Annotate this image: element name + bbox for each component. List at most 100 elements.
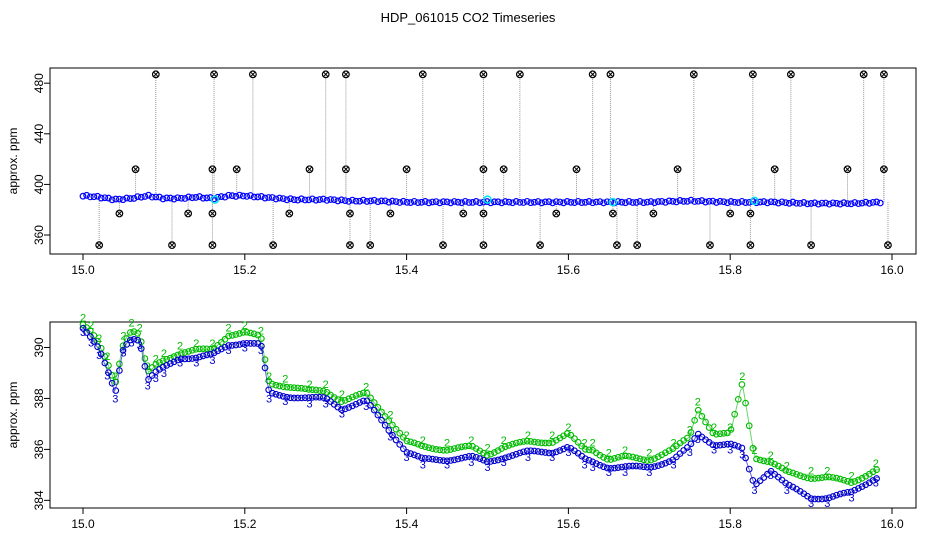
baseline-point bbox=[807, 200, 815, 207]
series-point-2 bbox=[279, 383, 287, 390]
series-point-3 bbox=[97, 350, 105, 358]
outlier-point bbox=[342, 70, 350, 79]
y-tick-label: 390 bbox=[32, 337, 46, 357]
outlier-ring bbox=[552, 209, 561, 218]
outlier-cross bbox=[343, 166, 349, 172]
outlier-point bbox=[748, 70, 757, 79]
series-point-3 bbox=[94, 343, 101, 351]
series-point-2 bbox=[501, 443, 509, 451]
series-point-3 bbox=[534, 448, 542, 455]
baseline-point bbox=[83, 191, 91, 199]
outlier-point bbox=[342, 165, 350, 174]
series-point-3 bbox=[847, 488, 855, 496]
baseline-point bbox=[851, 199, 859, 206]
x-tick-label: 15.0 bbox=[71, 263, 95, 277]
series-point-2 bbox=[720, 429, 728, 437]
series-point-3 bbox=[785, 481, 793, 489]
series-marker-label: 2 bbox=[306, 379, 312, 391]
baseline-point bbox=[418, 198, 425, 206]
series-point-2 bbox=[516, 438, 524, 446]
baseline-point bbox=[272, 195, 280, 203]
series-point-3 bbox=[458, 454, 465, 462]
baseline-point bbox=[185, 193, 192, 201]
cyan-point bbox=[750, 196, 759, 206]
baseline-point bbox=[643, 198, 651, 206]
series-point-3 bbox=[782, 479, 789, 487]
y-tick-label: 360 bbox=[32, 225, 46, 245]
series-point-2 bbox=[207, 345, 214, 353]
baseline-point bbox=[450, 198, 458, 205]
series-point-3 bbox=[116, 367, 123, 374]
series-point-3 bbox=[86, 333, 94, 340]
series-point-3 bbox=[352, 400, 360, 408]
outlier-ring bbox=[321, 70, 330, 79]
outlier-point bbox=[131, 165, 140, 174]
series-point-3 bbox=[480, 456, 487, 464]
series-point-3 bbox=[436, 456, 444, 464]
x-tick-label: 15.4 bbox=[395, 263, 419, 277]
baseline-point bbox=[782, 199, 790, 207]
series-point-2 bbox=[694, 406, 702, 414]
series-point-2 bbox=[338, 398, 345, 405]
series-point-3 bbox=[603, 464, 611, 472]
series-point-2 bbox=[440, 446, 447, 454]
baseline-point bbox=[123, 194, 131, 202]
outlier-ring bbox=[608, 209, 617, 218]
outlier-cross bbox=[881, 71, 887, 77]
outlier-point bbox=[515, 70, 524, 79]
series-point-3 bbox=[378, 416, 385, 424]
series-marker-label: 3 bbox=[387, 432, 393, 444]
series-marker-label: 2 bbox=[549, 430, 555, 442]
baseline-point bbox=[829, 199, 837, 207]
series-point-2 bbox=[403, 437, 411, 445]
series-point-2 bbox=[582, 445, 589, 453]
series-marker-label: 2 bbox=[711, 422, 717, 434]
outlier-ring bbox=[706, 241, 714, 250]
series-point-2 bbox=[454, 444, 462, 451]
series-point-2 bbox=[465, 442, 473, 450]
series-point-2 bbox=[840, 476, 848, 484]
series-point-3 bbox=[108, 379, 116, 387]
series-point-3 bbox=[505, 453, 513, 461]
series-point-3 bbox=[167, 360, 174, 367]
baseline-point bbox=[669, 197, 677, 205]
outlier-point bbox=[402, 165, 411, 174]
series-point-3 bbox=[261, 364, 269, 372]
outlier-cross bbox=[132, 166, 139, 172]
series-point-3 bbox=[636, 462, 644, 470]
series-point-3 bbox=[287, 394, 294, 402]
outlier-ring bbox=[285, 209, 294, 218]
series-point-2 bbox=[833, 474, 840, 482]
baseline-point bbox=[753, 199, 760, 207]
baseline-point bbox=[228, 192, 236, 200]
series-point-3 bbox=[196, 353, 203, 361]
series-point-3 bbox=[611, 464, 618, 472]
series-point-3 bbox=[341, 405, 349, 413]
series-point-2 bbox=[855, 476, 862, 484]
baseline-point bbox=[432, 198, 440, 206]
series-marker-label: 2 bbox=[784, 460, 790, 472]
baseline-point bbox=[869, 198, 877, 206]
outlier-cross bbox=[788, 71, 794, 77]
series-point-2 bbox=[389, 421, 396, 429]
series-point-3 bbox=[105, 369, 112, 376]
outlier-cross bbox=[250, 71, 256, 77]
baseline-point bbox=[403, 198, 411, 206]
series-point-2 bbox=[574, 438, 582, 446]
series-point-3 bbox=[400, 445, 407, 453]
outlier-ring bbox=[770, 165, 779, 174]
outlier-cross bbox=[440, 242, 446, 248]
outlier-point bbox=[321, 70, 330, 79]
series-point-3 bbox=[825, 494, 833, 502]
series-marker-label: 2 bbox=[444, 437, 450, 449]
series-point-2 bbox=[396, 429, 404, 437]
series-point-2 bbox=[789, 469, 797, 477]
series-point-2 bbox=[192, 345, 200, 353]
baseline-point bbox=[443, 198, 451, 206]
series-point-3 bbox=[582, 455, 589, 463]
baseline-point bbox=[225, 191, 233, 199]
baseline-point bbox=[800, 199, 808, 206]
series-point-3 bbox=[840, 489, 848, 497]
baseline-point bbox=[614, 198, 622, 205]
series-point-2 bbox=[134, 330, 141, 337]
